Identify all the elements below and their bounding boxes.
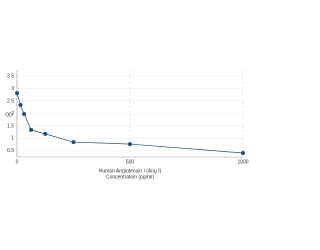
x-tick-label: 1000: [237, 159, 248, 165]
y-tick-label: 3: [11, 86, 14, 92]
data-point: [128, 142, 132, 147]
y-tick-label: 1: [11, 136, 14, 142]
data-point: [241, 151, 245, 156]
data-point: [22, 111, 27, 116]
y-tick-label: 2: [11, 111, 14, 117]
x-tick-label: 500: [126, 159, 135, 165]
x-axis-title: Human Angiotensin I (Ang I): [99, 168, 162, 174]
data-point: [29, 127, 34, 132]
data-point: [71, 140, 76, 145]
y-tick-label: 1.5: [7, 123, 14, 129]
x-tick-label: 0: [16, 159, 19, 165]
y-tick-label: 2.5: [7, 98, 14, 104]
data-point: [43, 131, 48, 136]
data-point: [15, 91, 19, 96]
y-tick-label: 0.5: [7, 148, 14, 154]
data-point: [18, 103, 23, 108]
y-tick-label: 3.5: [7, 74, 14, 80]
y-axis-title: OD: [5, 112, 13, 118]
chart: Human Angiotensin I (Ang I) Concentratio…: [5, 70, 249, 180]
x-axis-title: Concentration (pg/ml): [106, 174, 154, 180]
